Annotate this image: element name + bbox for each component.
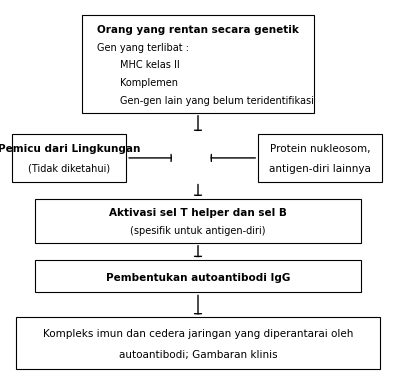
FancyBboxPatch shape: [258, 134, 383, 182]
FancyBboxPatch shape: [82, 15, 314, 113]
Text: autoantibodi; Gambaran klinis: autoantibodi; Gambaran klinis: [119, 350, 277, 360]
Text: Orang yang rentan secara genetik: Orang yang rentan secara genetik: [97, 25, 299, 35]
Text: MHC kelas II: MHC kelas II: [120, 60, 180, 71]
Text: (spesifik untuk antigen-diri): (spesifik untuk antigen-diri): [130, 226, 266, 236]
Text: Komplemen: Komplemen: [120, 78, 178, 88]
Text: Pembentukan autoantibodi IgG: Pembentukan autoantibodi IgG: [106, 273, 290, 283]
FancyBboxPatch shape: [12, 134, 126, 182]
FancyBboxPatch shape: [35, 260, 361, 292]
FancyBboxPatch shape: [35, 199, 361, 243]
Text: antigen-diri lainnya: antigen-diri lainnya: [269, 164, 371, 174]
Text: Gen-gen lain yang belum teridentifikasi: Gen-gen lain yang belum teridentifikasi: [120, 96, 314, 106]
Text: Kompleks imun dan cedera jaringan yang diperantarai oleh: Kompleks imun dan cedera jaringan yang d…: [43, 329, 353, 339]
Text: (Tidak diketahui): (Tidak diketahui): [28, 164, 110, 174]
Text: Gen yang terlibat :: Gen yang terlibat :: [97, 43, 189, 53]
Text: Pemicu dari Lingkungan: Pemicu dari Lingkungan: [0, 144, 140, 154]
FancyBboxPatch shape: [15, 317, 381, 369]
Text: Protein nukleosom,: Protein nukleosom,: [270, 144, 371, 154]
Text: Aktivasi sel T helper dan sel B: Aktivasi sel T helper dan sel B: [109, 208, 287, 218]
